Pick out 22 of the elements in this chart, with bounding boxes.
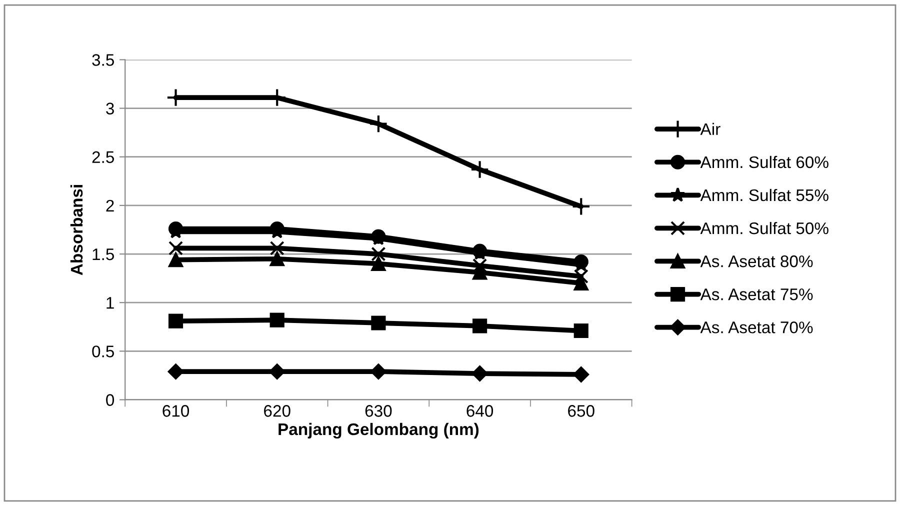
y-axis-title: Absorbansi [70, 185, 83, 276]
y-tick-label: 1.5 [92, 248, 114, 260]
legend-label: As. Asetat 80% [700, 255, 813, 268]
legend-label: Air [700, 122, 720, 135]
x-tick-label: 650 [568, 405, 594, 417]
y-tick-label: 1 [106, 297, 114, 309]
y-tick-label: 0.5 [92, 346, 114, 358]
y-tick-label: 3 [106, 102, 114, 114]
x-axis-title: Panjang Gelombang (nm) [278, 422, 479, 439]
legend-label: Amm. Sulfat 50% [700, 222, 828, 234]
legend-label: Amm. Sulfat 60% [700, 156, 828, 168]
x-tick-label: 610 [162, 405, 190, 417]
x-tick-label: 630 [365, 405, 392, 417]
legend-label: Amm. Sulfat 55% [700, 188, 828, 202]
legend-label: As. Asetat 70% [700, 322, 813, 334]
y-tick-label: 2.5 [92, 151, 114, 164]
x-tick-label: 640 [466, 405, 494, 417]
legend-label: As. Asetat 75% [700, 288, 813, 300]
x-tick-label: 620 [264, 405, 290, 417]
y-tick-label: 3.5 [92, 54, 114, 66]
y-tick-label: 0 [106, 394, 114, 406]
y-tick-label: 2 [106, 200, 114, 212]
